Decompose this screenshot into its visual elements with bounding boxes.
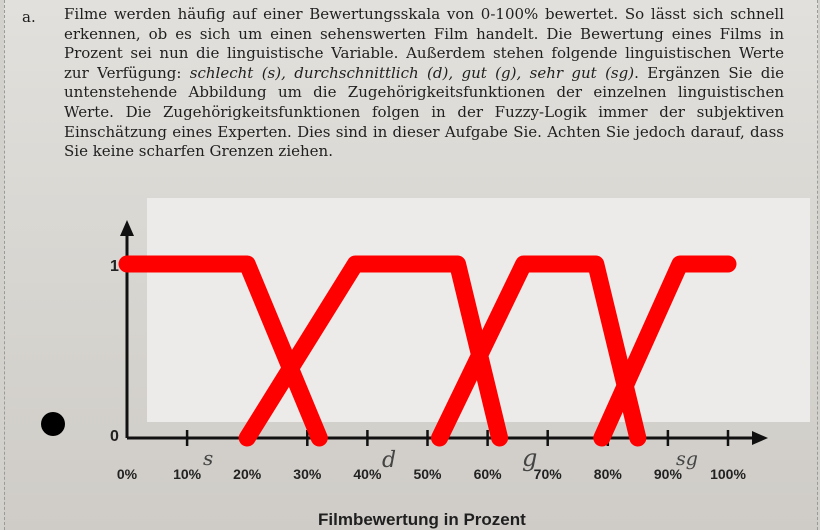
- task-text-part-1: Filme werden häufig auf einer Bewertungs…: [64, 5, 784, 82]
- handwritten-label-g: g: [522, 444, 538, 472]
- x-tick-label: 80%: [593, 466, 622, 482]
- y-tick-label-0: 0: [110, 428, 119, 445]
- x-axis-label: Filmbewertung in Prozent: [318, 510, 526, 529]
- membership-line-g: [431, 255, 647, 447]
- x-tick-label: 0%: [116, 466, 138, 482]
- membership-line-sg: [593, 255, 737, 447]
- x-tick-label: 30%: [293, 466, 322, 482]
- handwritten-label-sg: sg: [676, 448, 698, 470]
- handwritten-label-s: s: [203, 446, 214, 470]
- x-tick-label: 50%: [413, 466, 442, 482]
- linguistic-values: schlecht (s), durchschnittlich (d), gut …: [189, 63, 635, 82]
- x-tick-label: 10%: [173, 466, 202, 482]
- x-tick-label: 70%: [533, 466, 562, 482]
- membership-line-s: [118, 255, 328, 447]
- x-axis-arrow: [752, 431, 768, 445]
- y-axis-arrow: [120, 220, 134, 236]
- x-tick-label: 60%: [473, 466, 502, 482]
- x-tick-label: 40%: [353, 466, 382, 482]
- x-tick-label: 90%: [653, 466, 682, 482]
- x-tick-label: 100%: [710, 466, 746, 482]
- y-tick-label-1: 1: [110, 258, 119, 275]
- task-text: Filme werden häufig auf einer Bewertungs…: [64, 5, 784, 162]
- x-tick-label: 20%: [233, 466, 262, 482]
- task-letter: a.: [22, 8, 36, 26]
- bullet-dot: [41, 412, 65, 436]
- task-text-part-2: . Ergänzen Sie die untenstehende Abbildu…: [64, 63, 784, 161]
- handwritten-label-d: d: [382, 448, 397, 473]
